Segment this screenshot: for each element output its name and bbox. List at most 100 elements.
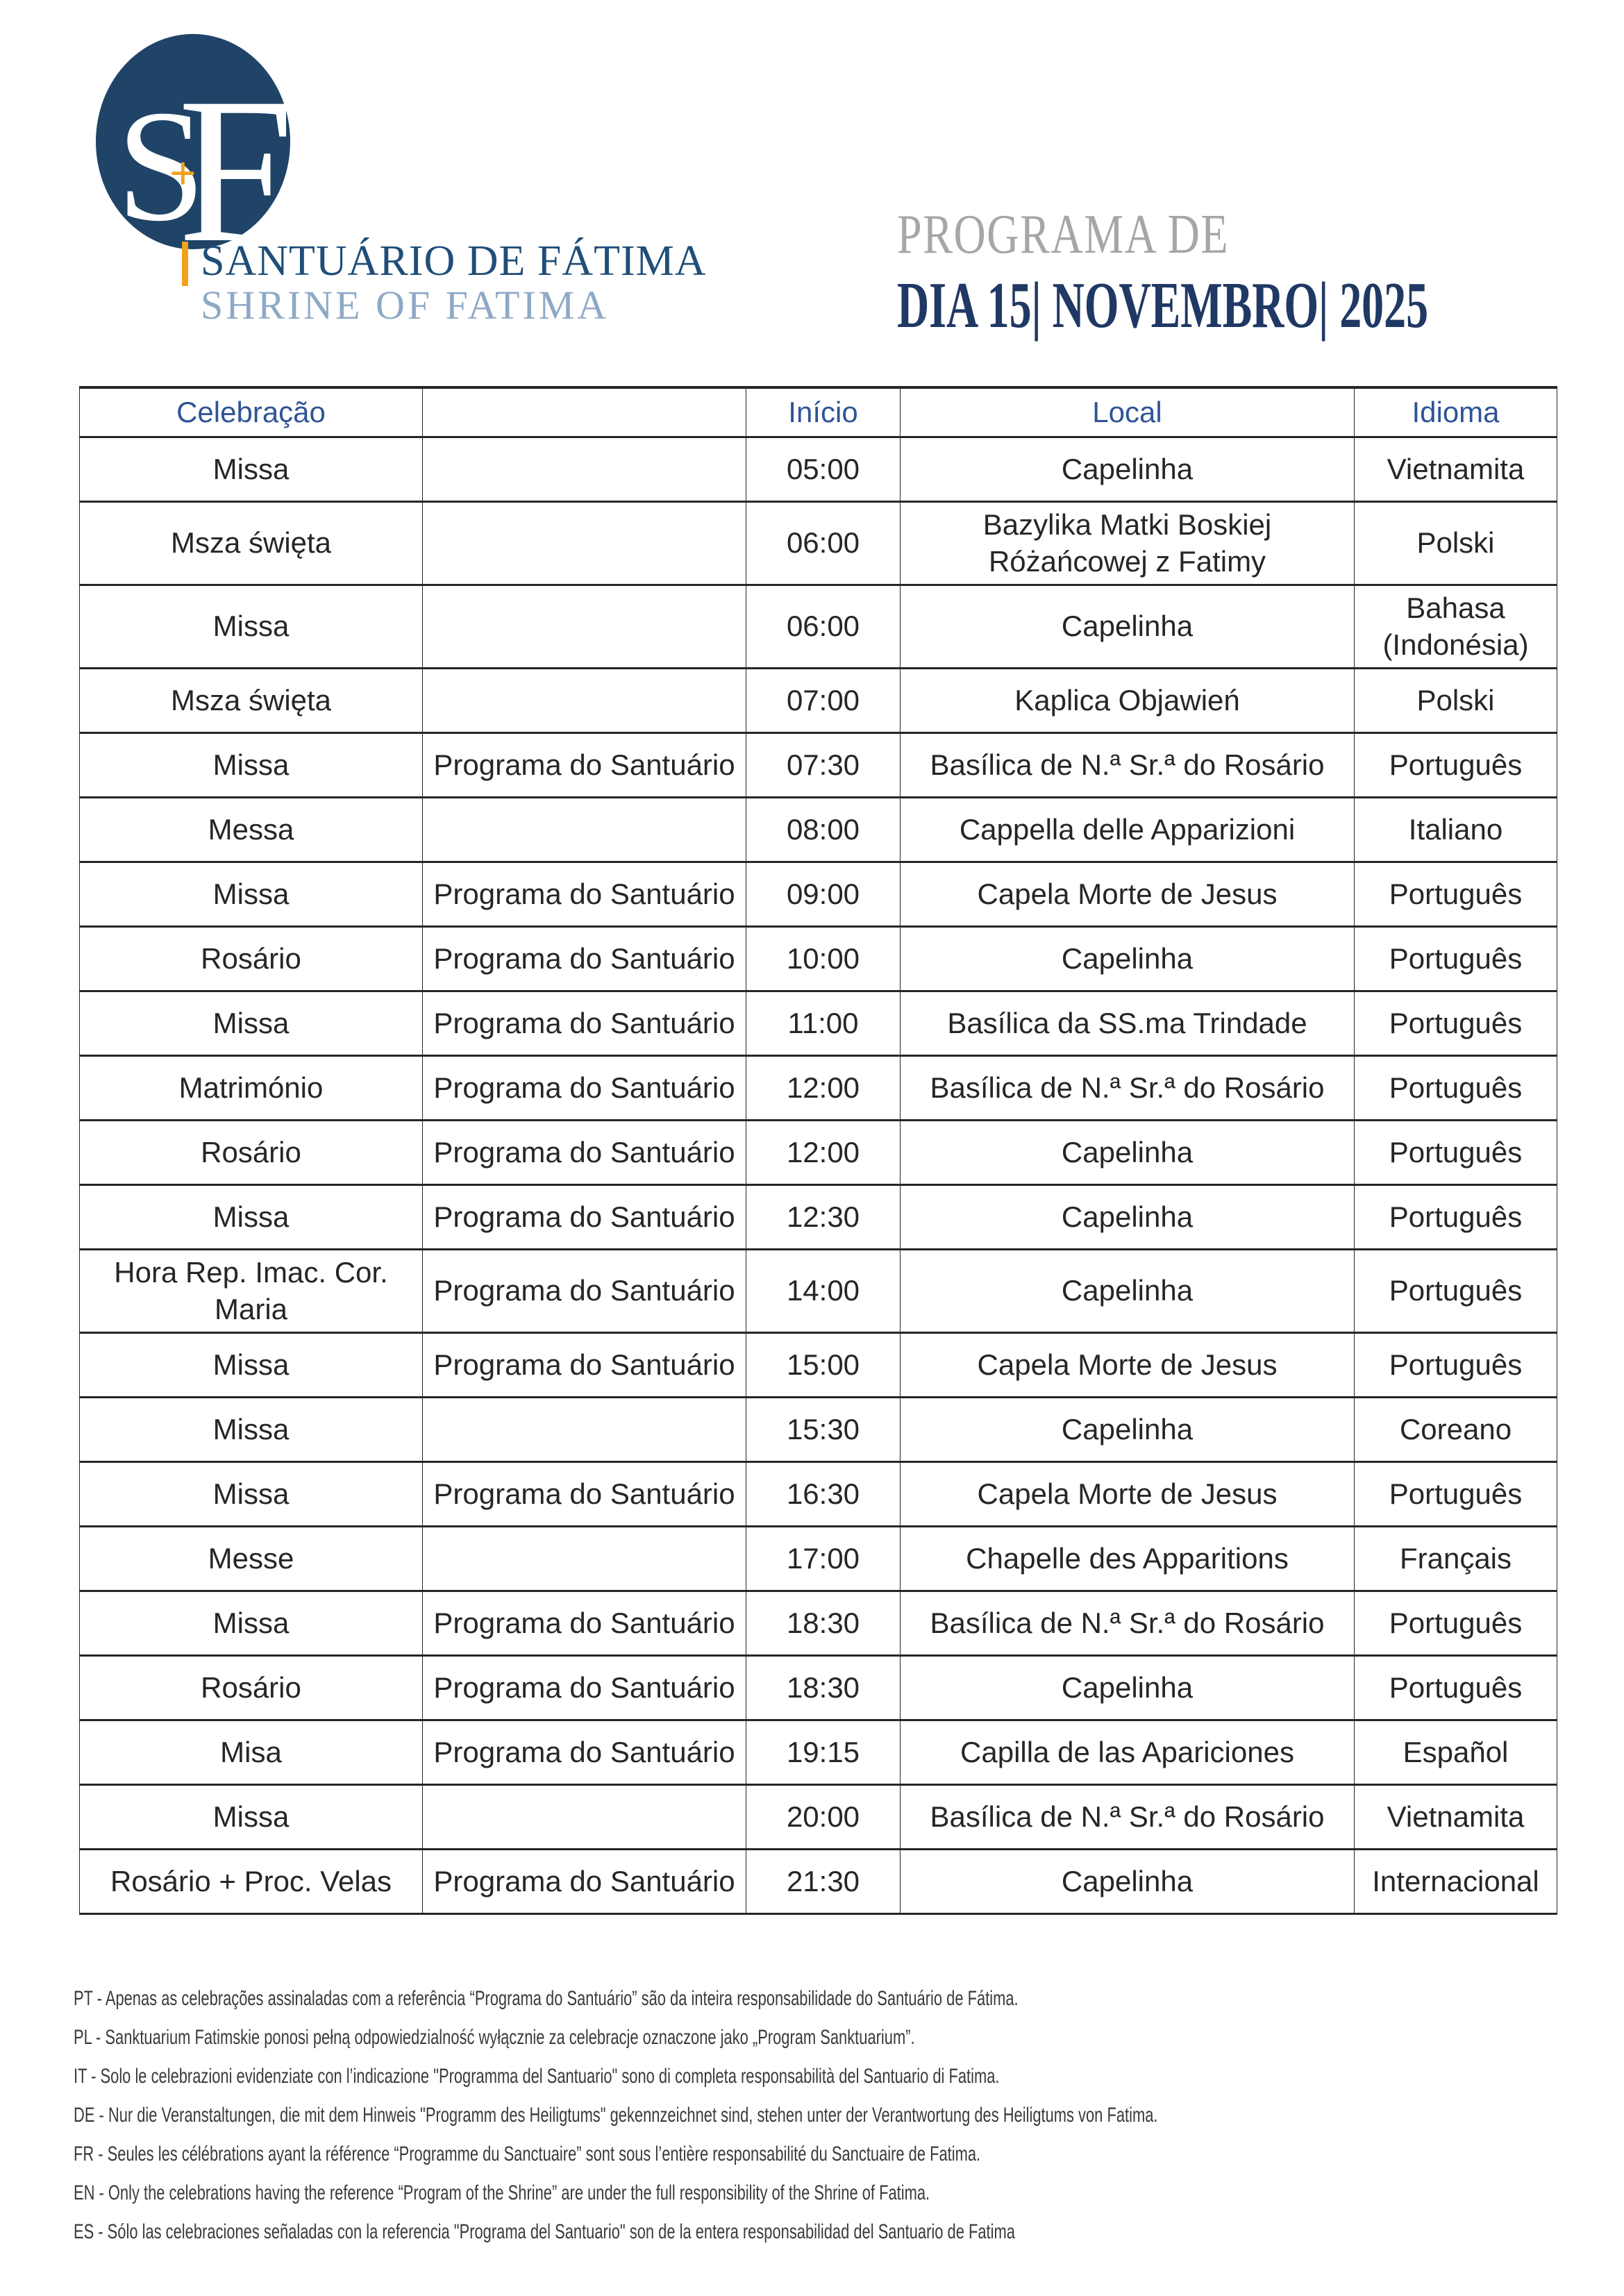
cell-local: Capela Morte de Jesus [900, 1332, 1355, 1398]
program-title-date: DIA 15| NOVEMBRO| 2025 [897, 269, 1429, 342]
cell-idioma: Português [1354, 1184, 1557, 1250]
cell-programa: Programa do Santuário [422, 1055, 746, 1121]
cell-celebracao: Msza święta [79, 501, 423, 586]
table-row: Rosário Programa do Santuário 12:00 Capelin… [79, 1119, 1557, 1186]
cell-programa: Programa do Santuário [422, 925, 746, 992]
cell-inicio: 06:00 [746, 501, 901, 586]
cell-local: Basílica de N.ª Sr.ª do Rosário [900, 1055, 1355, 1121]
table-row: Matrimónio Programa do Santuário 12:00 Basí… [79, 1055, 1557, 1121]
cell-celebracao: Missa [79, 436, 423, 503]
cell-local: Capela Morte de Jesus [900, 861, 1355, 928]
cell-inicio: 15:00 [746, 1332, 901, 1398]
cell-local: Capelinha [900, 1248, 1355, 1334]
cell-local: Capelinha [900, 436, 1355, 503]
header-inicio: Início [746, 386, 901, 438]
table-row: Missa 20:00 Basílica de N.ª Sr.ª do Rosári… [79, 1784, 1557, 1850]
table-row: Messe 17:00 Chapelle des Apparitions França… [79, 1525, 1557, 1592]
header-local: Local [900, 386, 1355, 438]
cell-programa [422, 1784, 746, 1850]
cell-inicio: 12:30 [746, 1184, 901, 1250]
cell-inicio: 09:00 [746, 861, 901, 928]
cell-local: Basílica de N.ª Sr.ª do Rosário [900, 1784, 1355, 1850]
table-row: Msza święta 07:00 Kaplica Objawień Polski [79, 667, 1557, 734]
cell-inicio: 06:00 [746, 584, 901, 669]
cell-idioma: Polski [1354, 501, 1557, 586]
shrine-logo-icon: F S + [96, 34, 294, 260]
cell-local: Capilla de las Apariciones [900, 1719, 1355, 1786]
cell-idioma: Português [1354, 1119, 1557, 1186]
cell-programa: Programa do Santuário [422, 990, 746, 1057]
footnote-line: ES - Sólo las celebraciones señaladas co… [74, 2220, 1015, 2243]
cell-local: Capelinha [900, 1848, 1355, 1915]
cell-local: Capelinha [900, 1654, 1355, 1721]
cell-inicio: 16:30 [746, 1461, 901, 1527]
logo-ellipse [96, 34, 290, 249]
cell-celebracao: Msza święta [79, 667, 423, 734]
cell-local: Cappella delle Apparizioni [900, 796, 1355, 863]
cell-celebracao: Matrimónio [79, 1055, 423, 1121]
cell-idioma: Português [1354, 1654, 1557, 1721]
logo-wordmark-pt: SANTUÁRIO DE FÁTIMA [201, 237, 707, 285]
cell-programa: Programa do Santuário [422, 1590, 746, 1657]
cell-programa: Programa do Santuário [422, 1654, 746, 1721]
table-row: Missa 15:30 Capelinha Coreano [79, 1396, 1557, 1463]
cell-local: Kaplica Objawień [900, 667, 1355, 734]
cell-idioma: Português [1354, 1332, 1557, 1398]
cell-celebracao: Missa [79, 990, 423, 1057]
cell-celebracao: Missa [79, 1332, 423, 1398]
cell-idioma: Polski [1354, 667, 1557, 734]
cell-local: Capelinha [900, 1396, 1355, 1463]
cell-programa [422, 796, 746, 863]
footnotes: PT - Apenas as celebrações assinaladas c… [74, 1986, 1587, 2258]
cell-inicio: 08:00 [746, 796, 901, 863]
cell-inicio: 21:30 [746, 1848, 901, 1915]
cell-inicio: 15:30 [746, 1396, 901, 1463]
cell-idioma: Vietnamita [1354, 436, 1557, 503]
cell-programa: Programa do Santuário [422, 1719, 746, 1786]
cell-programa: Programa do Santuário [422, 1119, 746, 1186]
cell-programa [422, 501, 746, 586]
cell-local: Capelinha [900, 1184, 1355, 1250]
cell-idioma: Português [1354, 1248, 1557, 1334]
cell-idioma: Français [1354, 1525, 1557, 1592]
schedule-table-body: Missa 05:00 Capelinha Vietnamita Msza święta… [79, 436, 1557, 1915]
cell-idioma: Vietnamita [1354, 1784, 1557, 1850]
header-programa [422, 386, 746, 438]
cell-local: Capelinha [900, 1119, 1355, 1186]
table-row: Hora Rep. Imac. Cor. Maria Programa do Sa… [79, 1248, 1557, 1334]
logo-wordmark-en: SHRINE OF FATIMA [201, 283, 610, 328]
cell-programa [422, 1396, 746, 1463]
cell-celebracao: Missa [79, 861, 423, 928]
cell-idioma: Português [1354, 1461, 1557, 1527]
cell-inicio: 19:15 [746, 1719, 901, 1786]
footnote-line: IT - Solo le celebrazioni evidenziate co… [74, 2065, 1000, 2088]
footnote-line: EN - Only the celebrations having the re… [74, 2181, 930, 2204]
cell-idioma: Português [1354, 861, 1557, 928]
table-row: Missa Programa do Santuário 18:30 Basílica … [79, 1590, 1557, 1657]
logo-cross-icon: + [169, 146, 196, 199]
cell-inicio: 07:00 [746, 667, 901, 734]
table-row: Rosário Programa do Santuário 10:00 Capelin… [79, 925, 1557, 992]
table-row: Rosário Programa do Santuário 18:30 Capelin… [79, 1654, 1557, 1721]
cell-inicio: 10:00 [746, 925, 901, 992]
table-row: Missa Programa do Santuário 11:00 Basílica … [79, 990, 1557, 1057]
cell-inicio: 07:30 [746, 732, 901, 798]
cell-inicio: 11:00 [746, 990, 901, 1057]
cell-programa [422, 436, 746, 503]
table-row: Missa Programa do Santuário 15:00 Capela Mo… [79, 1332, 1557, 1398]
cell-inicio: 12:00 [746, 1119, 901, 1186]
table-row: Missa 05:00 Capelinha Vietnamita [79, 436, 1557, 503]
cell-celebracao: Missa [79, 1184, 423, 1250]
table-row: Missa 06:00 Capelinha Bahasa (Indonésia) [79, 584, 1557, 669]
logo-gold-bar [182, 242, 188, 286]
table-row: Messa 08:00 Cappella delle Apparizioni Ital… [79, 796, 1557, 863]
cell-programa [422, 584, 746, 669]
cell-inicio: 05:00 [746, 436, 901, 503]
cell-programa [422, 1525, 746, 1592]
table-row: Missa Programa do Santuário 07:30 Basílica … [79, 732, 1557, 798]
footnote-line: DE - Nur die Veranstaltungen, die mit de… [74, 2104, 1158, 2127]
cell-celebracao: Messa [79, 796, 423, 863]
cell-celebracao: Missa [79, 1590, 423, 1657]
table-row: Missa Programa do Santuário 12:30 Capelinha… [79, 1184, 1557, 1250]
